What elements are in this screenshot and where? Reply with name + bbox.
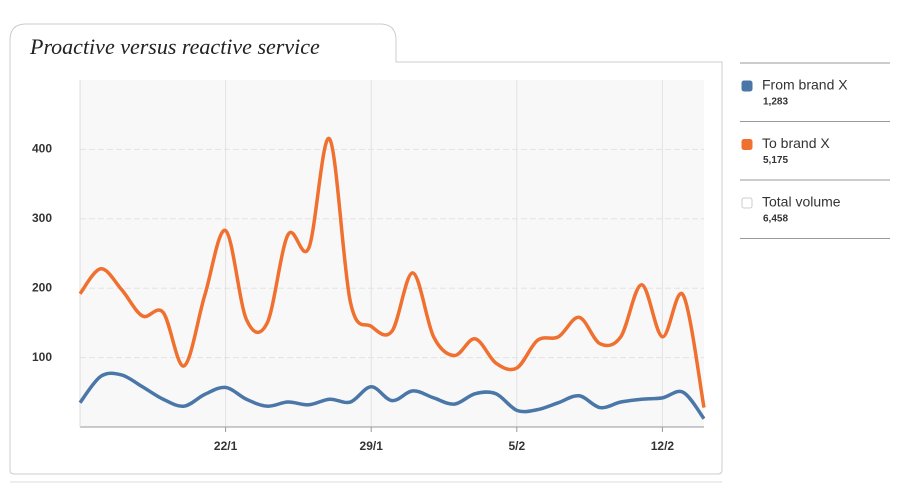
plot-area [80,80,704,427]
legend-total: 6,458 [763,214,788,225]
line [78,371,706,420]
chart-title: Proactive versus reactive service [29,34,320,59]
legend-total: 5,175 [763,155,788,166]
legend-label: To brand X [762,135,830,151]
x-tick-label: 5/2 [508,439,525,453]
x-tick-label: 12/2 [651,439,675,453]
y-tick-label: 400 [32,142,52,156]
legend-total: 1,283 [763,97,788,108]
legend-label: Total volume [762,194,841,210]
legend-swatch [741,139,753,150]
x-tick-label: 29/1 [360,439,384,453]
legend-swatch [741,197,753,209]
y-tick-label: 300 [32,211,52,225]
legend-label: From brand X [762,77,848,93]
line [78,137,706,408]
legend-swatch [741,80,753,92]
x-tick-label: 22/1 [214,439,238,453]
y-tick-label: 200 [32,280,52,294]
y-tick-label: 100 [32,350,52,364]
